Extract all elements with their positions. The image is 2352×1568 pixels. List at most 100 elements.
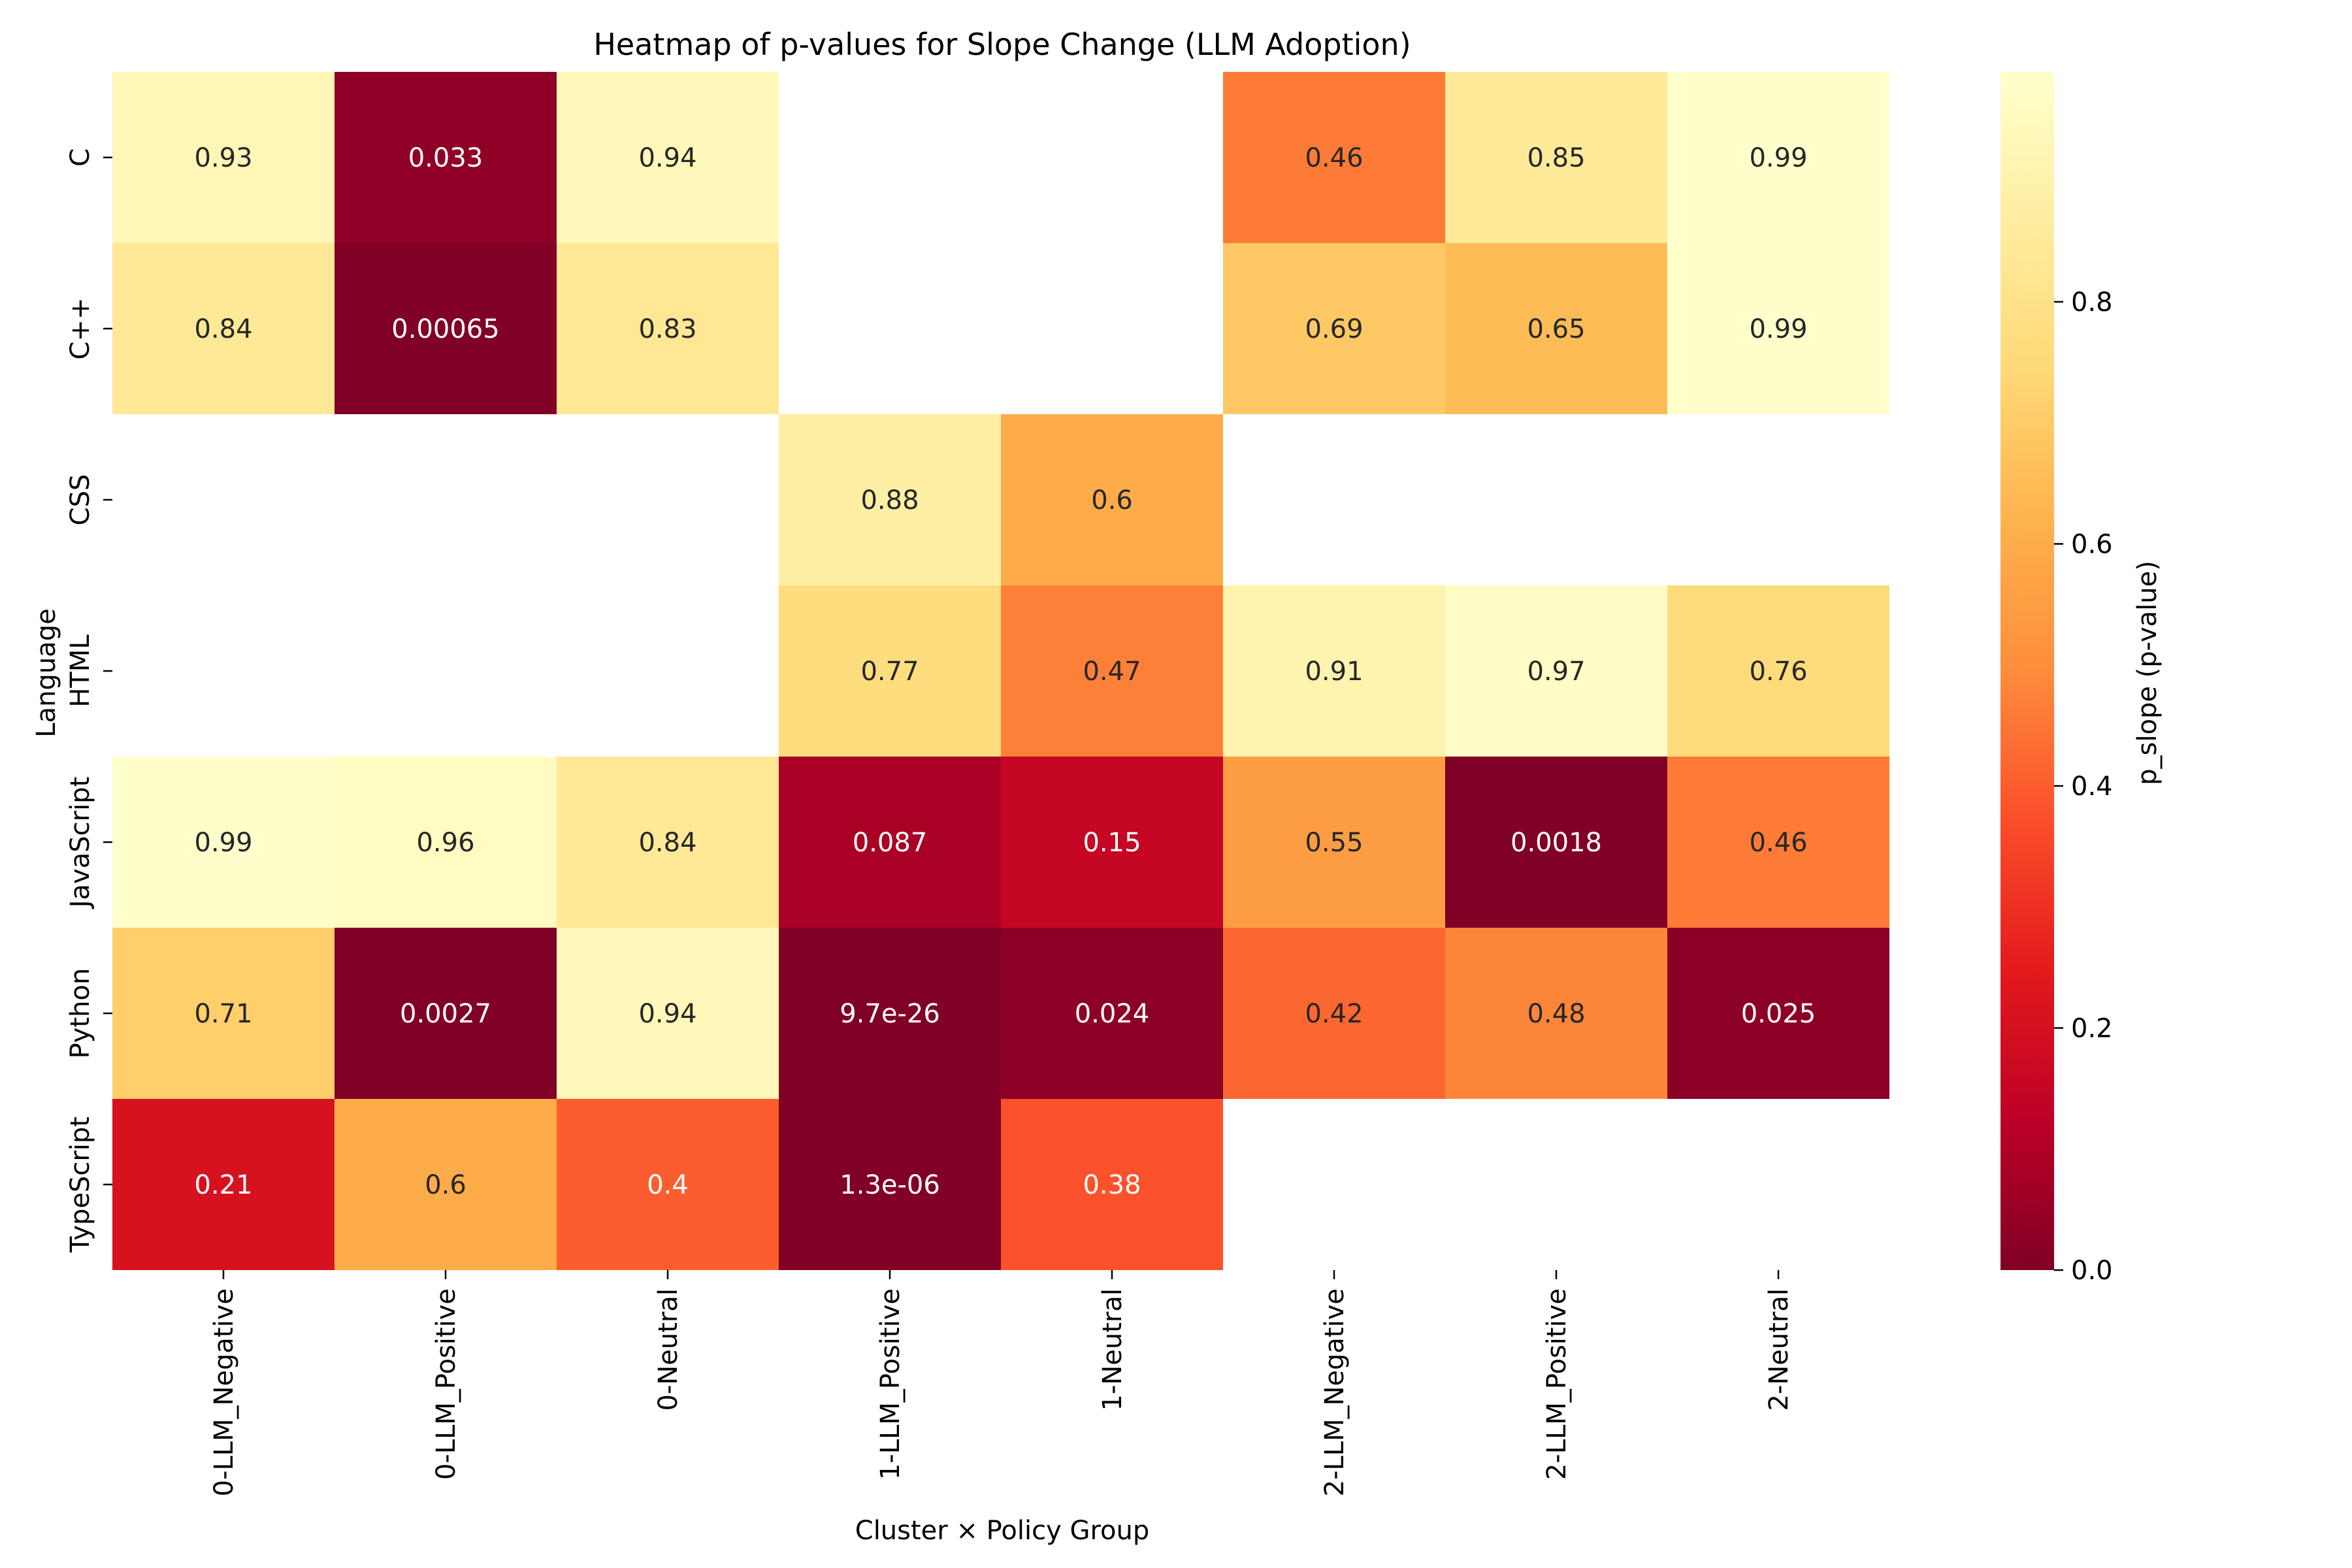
heatmap-cell	[112, 243, 335, 414]
x-tick-label: 0-LLM_Negative	[209, 1288, 239, 1496]
cell-value-label: 1.3e-06	[840, 1170, 940, 1200]
cell-value-label: 0.0027	[400, 999, 491, 1029]
heatmap-cell	[557, 757, 779, 928]
cell-value-label: 0.93	[194, 143, 252, 173]
heatmap-cell	[1445, 757, 1667, 928]
heatmap-cell	[1445, 72, 1667, 243]
heatmap-cell	[779, 414, 1001, 585]
cell-value-label: 0.94	[638, 143, 696, 173]
x-tick-label: 2-Neutral	[1764, 1288, 1794, 1411]
heatmap-cell	[112, 928, 335, 1099]
x-tick-label: 0-Neutral	[653, 1288, 683, 1411]
colorbar-label: p_slope (p-value)	[2132, 561, 2163, 785]
cell-value-label: 0.15	[1083, 828, 1141, 858]
y-tick-label: TypeScript	[65, 1117, 95, 1253]
colorbar-tick-label: 0.0	[2071, 1256, 2113, 1286]
x-tick-label: 0-LLM_Positive	[431, 1288, 461, 1480]
heatmap-cell	[557, 243, 779, 414]
cell-value-label: 0.033	[408, 143, 483, 173]
cell-value-label: 0.99	[194, 828, 252, 858]
heatmap-cell	[1667, 928, 1889, 1099]
heatmap-cell	[1223, 757, 1445, 928]
cell-value-label: 0.69	[1305, 314, 1363, 344]
cell-value-label: 0.46	[1749, 828, 1807, 858]
heatmap-cell	[1667, 585, 1889, 757]
cell-value-label: 0.85	[1527, 143, 1585, 173]
y-tick-label: CSS	[65, 474, 95, 526]
cell-value-label: 0.84	[638, 828, 696, 858]
y-tick-label: JavaScript	[65, 777, 95, 910]
cell-value-label: 0.6	[425, 1170, 466, 1200]
cell-value-label: 0.77	[860, 657, 919, 687]
y-tick-label: C	[65, 148, 95, 167]
heatmap-cells	[112, 72, 1889, 1270]
heatmap-cell	[335, 757, 557, 928]
heatmap-cell	[1001, 928, 1223, 1099]
heatmap-cell	[112, 757, 335, 928]
colorbar-gradient	[2001, 72, 2054, 1270]
colorbar-tick-label: 0.4	[2071, 772, 2113, 802]
cell-value-label: 0.4	[647, 1170, 689, 1200]
cell-value-label: 0.99	[1749, 143, 1807, 173]
cell-value-label: 0.0018	[1511, 828, 1602, 858]
heatmap-cell	[1001, 1099, 1223, 1270]
colorbar-tick-label: 0.2	[2071, 1013, 2113, 1043]
y-tick-label: C++	[65, 298, 95, 360]
chart-title: Heatmap of p-values for Slope Change (LL…	[593, 27, 1411, 62]
x-axis-label: Cluster × Policy Group	[855, 1516, 1149, 1546]
cell-value-label: 0.6	[1091, 485, 1133, 515]
heatmap-cell	[1445, 585, 1667, 757]
heatmap-cell	[335, 243, 557, 414]
heatmap-cell	[1223, 585, 1445, 757]
heatmap-cell	[779, 928, 1001, 1099]
cell-value-label: 0.83	[638, 314, 696, 344]
cell-value-label: 0.00065	[391, 314, 499, 344]
heatmap-cell	[112, 72, 335, 243]
heatmap-cell	[335, 72, 557, 243]
heatmap-cell	[779, 585, 1001, 757]
cell-value-label: 0.97	[1527, 657, 1585, 687]
cell-value-label: 0.96	[416, 828, 474, 858]
cell-value-label: 0.024	[1075, 999, 1150, 1029]
cell-value-label: 0.46	[1305, 143, 1363, 173]
cell-annotations: 0.93 0.033 0.94 0.46 0.85 0.99 0.84 0.00065 0.83…	[194, 143, 1816, 1200]
cell-value-label: 0.99	[1749, 314, 1807, 344]
y-axis-ticks: C C++ CSS HTML JavaScript Python TypeScript	[65, 148, 112, 1253]
heatmap-cell	[1223, 928, 1445, 1099]
heatmap-cell	[112, 1099, 335, 1270]
heatmap-cell	[1223, 243, 1445, 414]
heatmap-cell	[1001, 414, 1223, 585]
x-axis-ticks: 0-LLM_Negative 0-LLM_Positive 0-Neutral 1-L…	[209, 1270, 1794, 1496]
heatmap-cell	[1223, 72, 1445, 243]
cell-value-label: 0.47	[1083, 657, 1141, 687]
heatmap-cell	[557, 1099, 779, 1270]
heatmap-cell	[335, 928, 557, 1099]
heatmap-cell	[335, 1099, 557, 1270]
cell-value-label: 0.21	[194, 1170, 252, 1200]
cell-value-label: 0.76	[1749, 657, 1807, 687]
cell-value-label: 0.38	[1083, 1170, 1141, 1200]
colorbar-ticks: 0.0 0.2 0.4 0.6 0.8	[2054, 287, 2113, 1286]
cell-value-label: 0.025	[1741, 999, 1816, 1029]
heatmap-cell	[557, 72, 779, 243]
x-tick-label: 1-Neutral	[1098, 1288, 1128, 1411]
heatmap-cell	[1667, 243, 1889, 414]
colorbar-tick-label: 0.6	[2071, 529, 2113, 559]
cell-value-label: 0.087	[853, 828, 928, 858]
heatmap-cell	[1445, 928, 1667, 1099]
cell-value-label: 0.91	[1305, 657, 1363, 687]
cell-value-label: 0.88	[860, 485, 919, 515]
heatmap-cell	[779, 1099, 1001, 1270]
heatmap-cell	[1001, 757, 1223, 928]
heatmap-cell	[779, 757, 1001, 928]
heatmap-cell	[1445, 243, 1667, 414]
cell-value-label: 0.65	[1527, 314, 1585, 344]
y-tick-label: HTML	[65, 634, 95, 708]
cell-value-label: 0.84	[194, 314, 252, 344]
cell-value-label: 0.94	[638, 999, 696, 1029]
y-tick-label: Python	[65, 968, 95, 1059]
heatmap-cell	[1667, 72, 1889, 243]
colorbar: 0.0 0.2 0.4 0.6 0.8	[2001, 72, 2113, 1286]
x-tick-label: 1-LLM_Positive	[875, 1288, 906, 1480]
